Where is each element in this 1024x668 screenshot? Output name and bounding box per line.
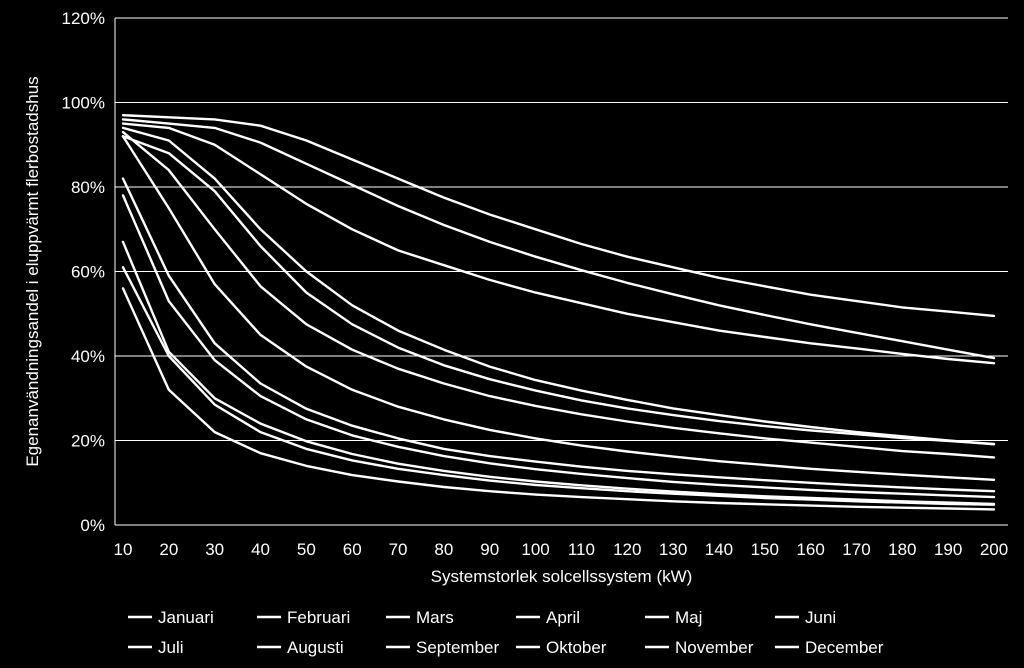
x-axis-label: Systemstorlek solcellssystem (kW) [431,567,693,586]
legend-label: Juni [805,608,836,627]
y-tick-label: 120% [62,9,105,28]
legend-label: Mars [416,608,454,627]
plot-area [114,18,1008,526]
y-tick-label: 60% [71,263,105,282]
series-line-juli [121,240,996,506]
y-tick-label: 80% [71,178,105,197]
legend-label: Maj [675,608,702,627]
legend-label: November [675,638,754,657]
legend-label: Januari [158,608,214,627]
y-tick-label: 0% [80,516,105,535]
series-lines [121,113,996,511]
legend-label: December [805,638,884,657]
x-tick-label: 90 [480,540,499,559]
x-tick-label: 150 [751,540,779,559]
x-tick-label: 60 [343,540,362,559]
x-tick-label: 190 [934,540,962,559]
series-line-februari [121,122,996,365]
x-tick-label: 160 [796,540,824,559]
x-tick-label: 180 [888,540,916,559]
legend-label: September [416,638,499,657]
legend-label: Februari [287,608,350,627]
legend-label: Augusti [287,638,344,657]
x-tick-label: 100 [521,540,549,559]
series-line-mars [121,130,996,459]
series-line-december [121,135,996,446]
x-tick-label: 50 [297,540,316,559]
x-tick-label: 130 [659,540,687,559]
series-line-maj [121,266,996,506]
legend-label: Juli [158,638,184,657]
y-tick-label: 20% [71,432,105,451]
legend-label: Oktober [546,638,607,657]
y-axis-label: Egenanvändningsandel i eluppvärmt flerbo… [23,76,42,466]
series-line-januari [121,113,996,318]
series-line-oktober [121,126,996,446]
gridlines [115,17,1008,441]
y-tick-label: 100% [62,94,105,113]
series-line-november [121,118,996,360]
y-tick-label: 40% [71,347,105,366]
x-tick-label: 200 [980,540,1008,559]
x-tick-label: 110 [568,540,595,559]
x-axis-ticks: 10 20 30 40 50 60 70 80 90 100 110 120 130 140 150 160 1… [114,540,1009,559]
legend-label: April [546,608,580,627]
x-tick-label: 120 [613,540,641,559]
x-tick-label: 40 [251,540,270,559]
series-line-april [121,177,996,493]
y-axis-ticks: 0% 20% 40% 60% 80% 100% 120% [62,9,105,535]
legend: Januari Februari Mars April Maj Juni Juli Augus… [128,608,884,657]
x-tick-label: 20 [159,540,178,559]
x-tick-label: 30 [205,540,224,559]
x-tick-label: 10 [114,540,133,559]
x-tick-label: 70 [389,540,408,559]
series-line-augusti [121,194,996,499]
x-tick-label: 80 [434,540,453,559]
x-tick-label: 140 [705,540,733,559]
x-tick-label: 170 [842,540,870,559]
series-line-juni [121,287,996,511]
series-line-september [121,135,996,481]
